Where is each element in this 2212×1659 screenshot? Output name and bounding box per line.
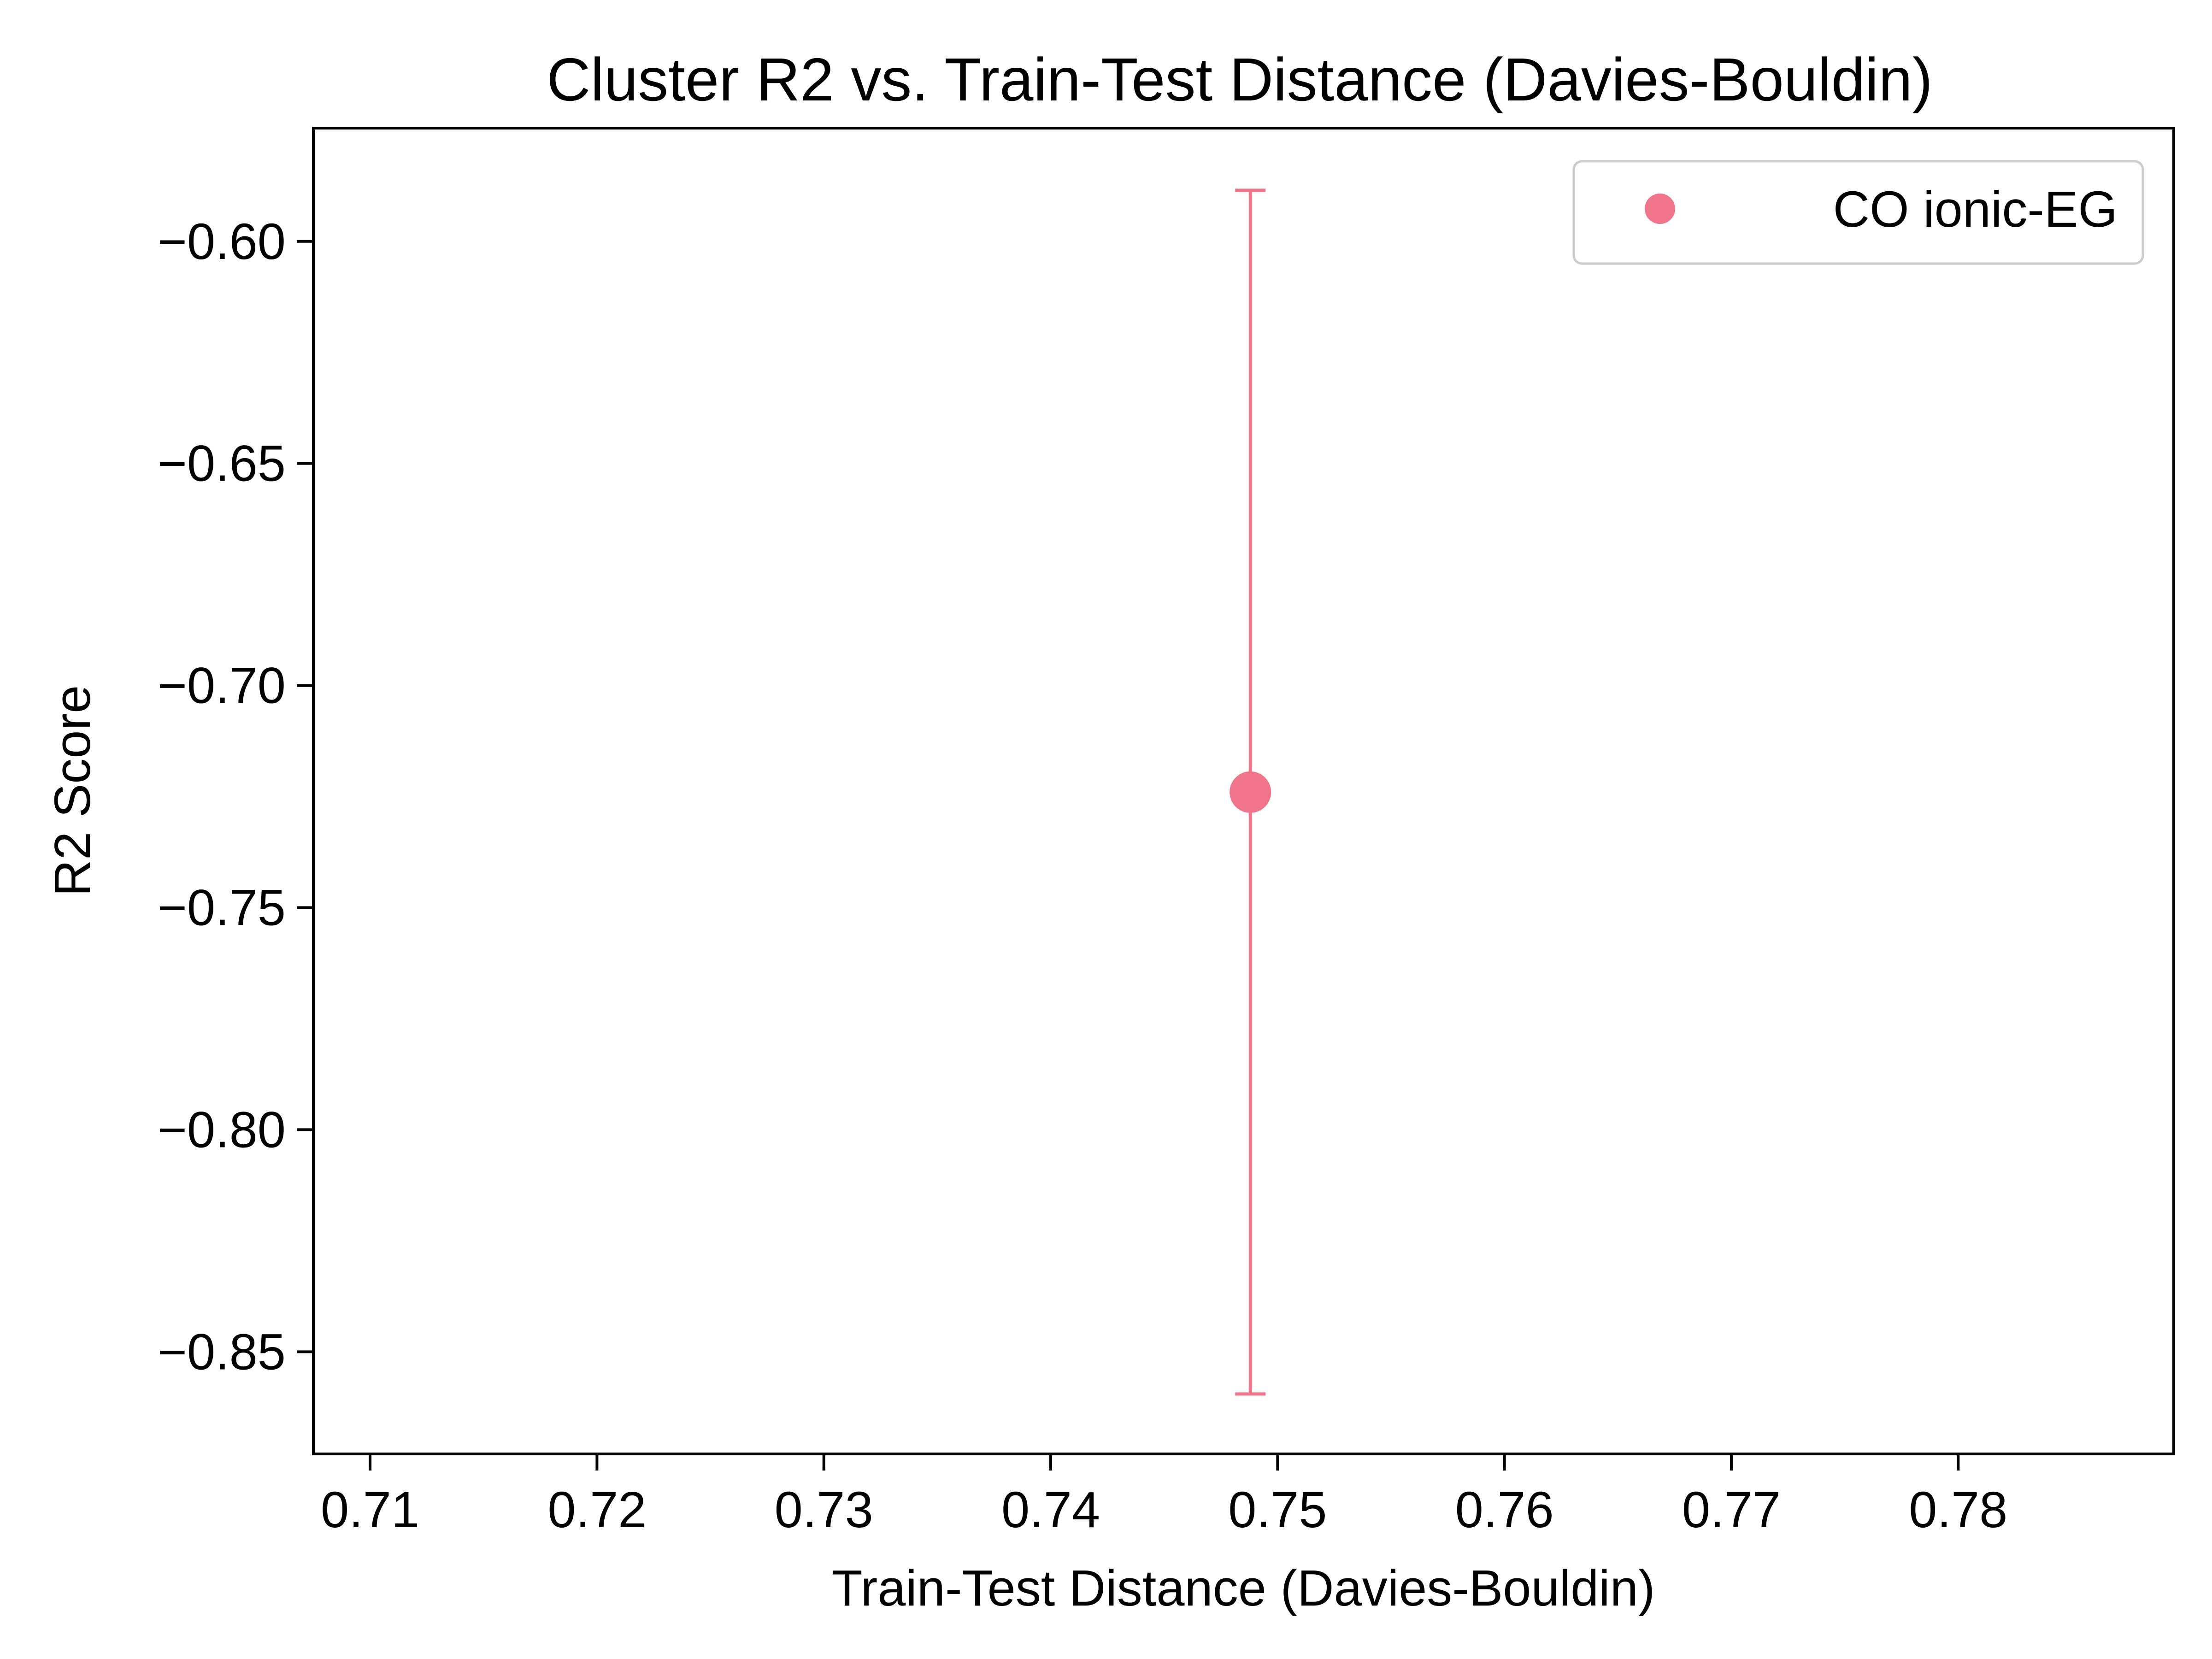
y-tick-label: −0.85 xyxy=(158,1324,286,1380)
y-tick-label: −0.75 xyxy=(158,880,286,936)
y-tick-label: −0.80 xyxy=(158,1101,286,1158)
y-tick-label: −0.70 xyxy=(158,658,286,714)
y-tick-label: −0.65 xyxy=(158,435,286,492)
legend: CO ionic-EG xyxy=(1572,160,2144,265)
y-tick-label: −0.60 xyxy=(158,213,286,270)
chart-title: Cluster R2 vs. Train-Test Distance (Davi… xyxy=(547,46,1933,113)
legend-label: CO ionic-EG xyxy=(1833,181,2118,238)
x-tick-label: 0.75 xyxy=(1228,1482,1327,1538)
x-tick-label: 0.73 xyxy=(775,1482,873,1538)
plot-frame xyxy=(312,127,2175,1455)
x-axis-ticks: 0.71 0.72 0.73 0.74 0.75 0.76 0.77 0.78 xyxy=(321,1454,2007,1538)
y-axis-label: R2 Score xyxy=(44,685,101,897)
x-tick-label: 0.78 xyxy=(1909,1482,2007,1538)
legend-marker xyxy=(1645,194,1675,224)
x-tick-label: 0.76 xyxy=(1455,1482,1554,1538)
x-axis-label: Train-Test Distance (Davies-Bouldin) xyxy=(831,1560,1655,1617)
x-tick-label: 0.71 xyxy=(321,1482,419,1538)
legend-box xyxy=(1572,160,2144,265)
x-tick-label: 0.77 xyxy=(1682,1482,1781,1538)
x-tick-label: 0.72 xyxy=(547,1482,646,1538)
x-tick-label: 0.74 xyxy=(1001,1482,1100,1538)
plot-area xyxy=(1230,188,1271,1396)
y-axis-ticks: −0.60 −0.65 −0.70 −0.75 −0.80 −0.85 xyxy=(158,213,313,1380)
data-point xyxy=(1230,771,1271,813)
